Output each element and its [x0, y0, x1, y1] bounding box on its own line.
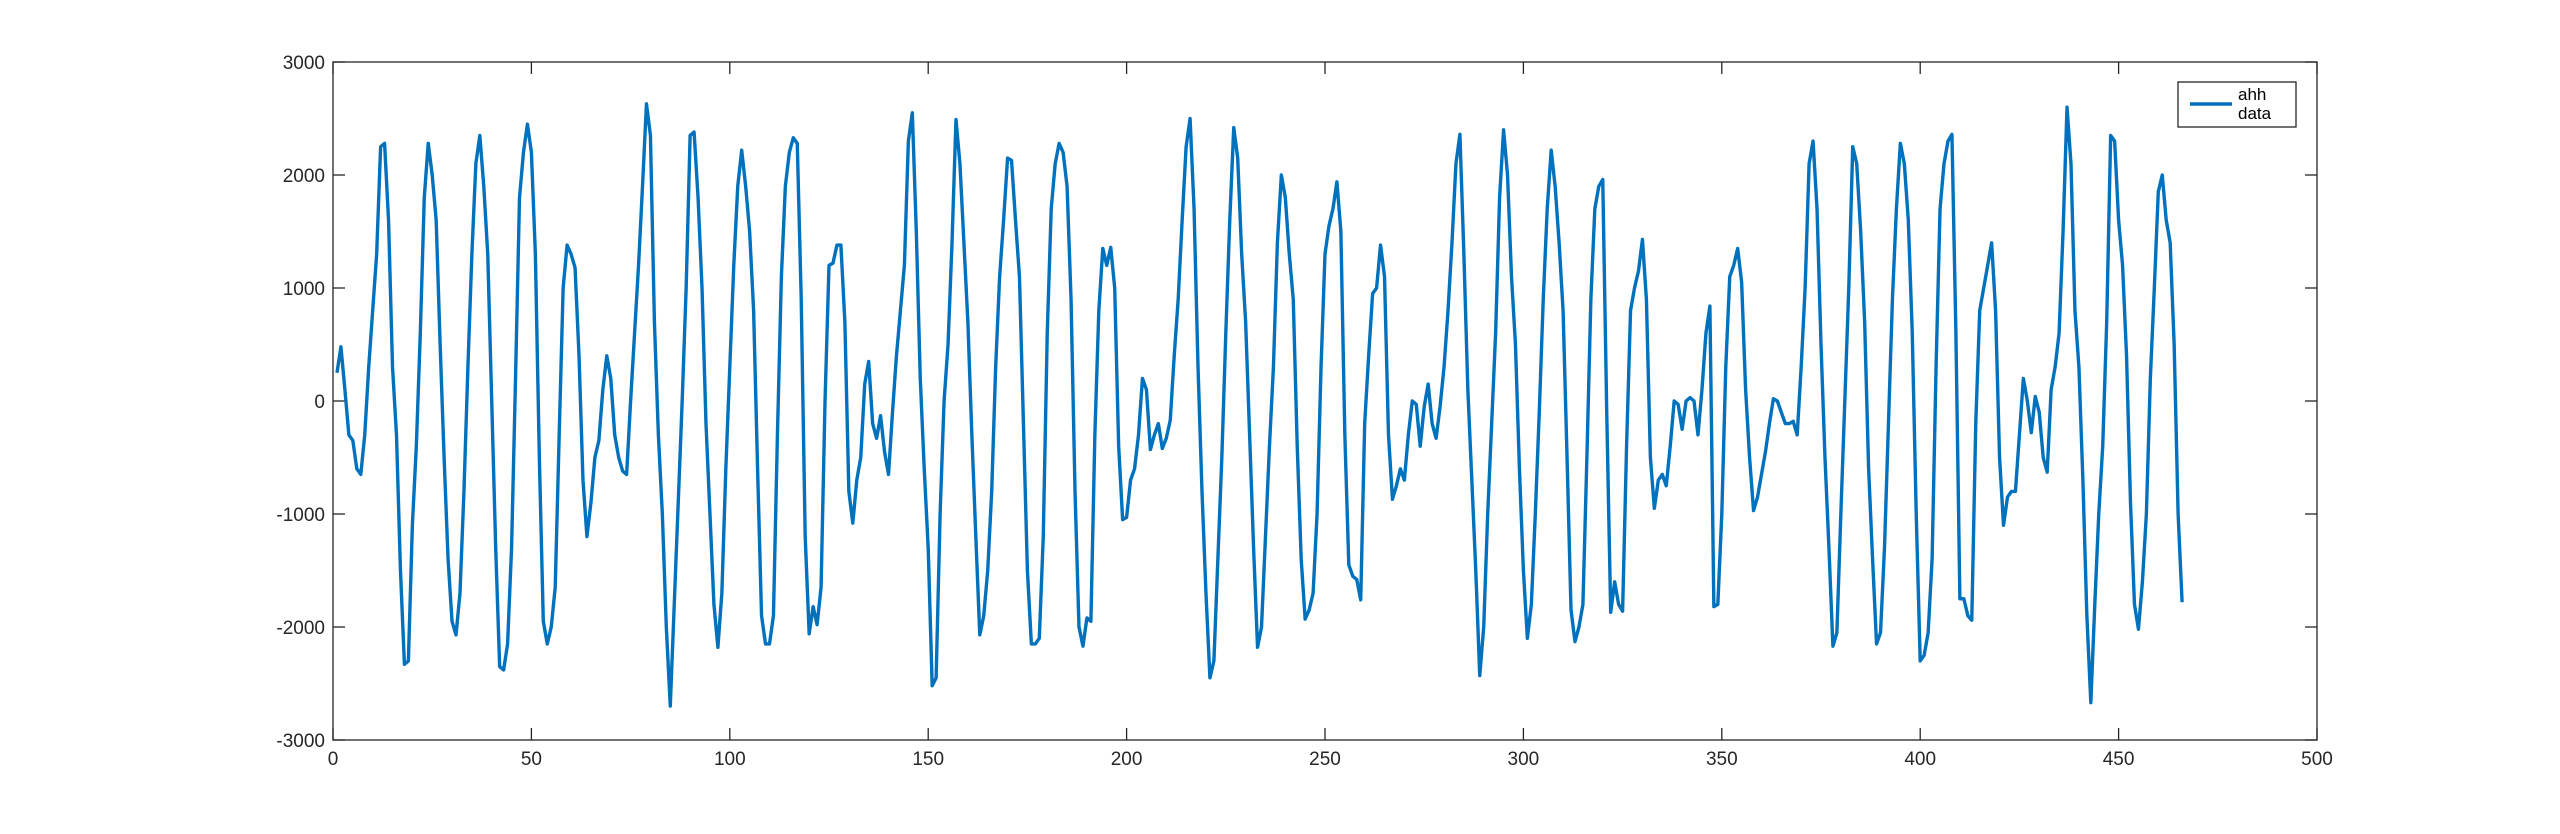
x-tick-label: 50	[521, 749, 542, 770]
axes-box	[332, 61, 2318, 741]
y-tick-label: -2000	[276, 618, 325, 639]
lines	[335, 102, 2184, 708]
legend	[2177, 81, 2297, 128]
legend-label: ahh data	[2238, 85, 2272, 123]
y-tick-label: 0	[314, 392, 325, 413]
x-tick-label: 150	[912, 749, 944, 770]
y-tick-label: 3000	[283, 53, 325, 74]
y-tick-label: -1000	[276, 505, 325, 526]
data-line	[335, 102, 2184, 708]
x-tick-label: 500	[2301, 749, 2333, 770]
y-tick-label: -3000	[276, 731, 325, 752]
x-tick-label: 450	[2103, 749, 2135, 770]
x-tick-label: 400	[1904, 749, 1936, 770]
ticks: 0 50 100 150 200 250 300 350 400 450 500 -3000 -2000…	[276, 53, 2332, 770]
x-tick-label: 250	[1309, 749, 1341, 770]
x-tick-label: 350	[1706, 749, 1738, 770]
plot-area	[333, 62, 2317, 740]
x-tick-label: 200	[1111, 749, 1143, 770]
x-tick-label: 300	[1508, 749, 1540, 770]
x-tick-label: 100	[714, 749, 746, 770]
x-tick-label: 0	[328, 749, 339, 770]
y-tick-label: 2000	[283, 166, 325, 187]
y-tick-label: 1000	[283, 279, 325, 300]
